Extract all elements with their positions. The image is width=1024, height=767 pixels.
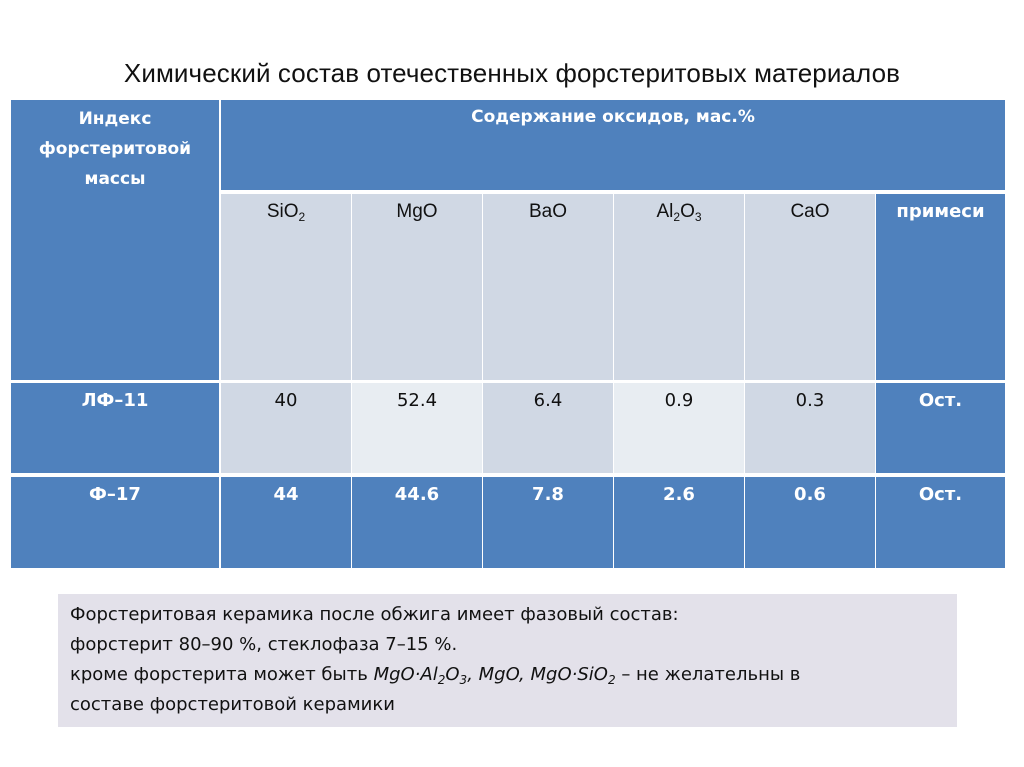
table-cell: Ост. xyxy=(876,477,1005,568)
table-cell: 44 xyxy=(221,477,351,568)
table-cell: 44.6 xyxy=(352,477,482,568)
table-cell: 40 xyxy=(221,383,351,473)
header-index-column: Индекс форстеритовой массы xyxy=(11,100,219,380)
column-header-cao: CaO xyxy=(745,194,875,380)
header-index-line-2: форстеритовой xyxy=(38,139,192,159)
note-line-1: Форстеритовая керамика после обжига имее… xyxy=(70,604,679,625)
table-cell: Ост. xyxy=(876,383,1005,473)
note-line-3: кроме форстерита может быть MgO·Al2O3, M… xyxy=(70,664,801,687)
column-header-impurities: примеси xyxy=(876,194,1005,380)
column-header-sio2: SiO2 xyxy=(221,194,351,380)
note-line-4: составе форстеритовой керамики xyxy=(70,694,395,715)
table-cell: 2.6 xyxy=(614,477,744,568)
table-cell: 6.4 xyxy=(483,383,613,473)
formula-spinel: MgO·Al2O3 xyxy=(373,664,468,687)
table-cell: 7.8 xyxy=(483,477,613,568)
formula-enstatite: MgO·SiO2 xyxy=(530,664,616,687)
table-cell: 0.3 xyxy=(745,383,875,473)
table-cell: 0.9 xyxy=(614,383,744,473)
table-cell: 0.6 xyxy=(745,477,875,568)
phase-composition-note: Форстеритовая керамика после обжига имее… xyxy=(58,594,957,727)
note-line-2: форстерит 80–90 %, стеклофаза 7–15 %. xyxy=(70,634,458,655)
table-cell: 52.4 xyxy=(352,383,482,473)
column-header-al2o3: Al2O3 xyxy=(614,194,744,380)
header-index-line-3: массы xyxy=(84,169,146,189)
header-oxides-label: Содержание оксидов, мас.% xyxy=(471,107,755,127)
row-index-lf11: ЛФ–11 xyxy=(11,383,219,473)
header-index-line-1: Индекс xyxy=(78,109,152,129)
header-oxides-group: Содержание оксидов, мас.% xyxy=(221,100,1005,190)
formula-periclase: MgO xyxy=(478,664,520,685)
column-header-bao: BaO xyxy=(483,194,613,380)
column-header-mgo: MgO xyxy=(352,194,482,380)
row-index-f17: Ф–17 xyxy=(11,477,219,568)
slide-title: Химический состав отечественных форстери… xyxy=(123,58,901,88)
